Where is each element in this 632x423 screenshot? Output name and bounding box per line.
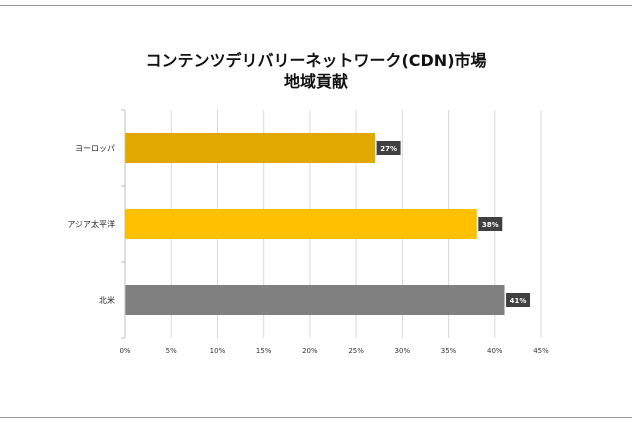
x-tick-label: 15% bbox=[256, 347, 272, 355]
x-tick-label: 5% bbox=[166, 347, 177, 355]
x-tick-label: 10% bbox=[210, 347, 226, 355]
data-label-box bbox=[376, 141, 401, 155]
x-tick-label: 20% bbox=[302, 347, 318, 355]
category-label: 北米 bbox=[99, 295, 115, 305]
chart-title-line-2: 地域貢献 bbox=[283, 72, 348, 91]
data-label: 41% bbox=[510, 297, 527, 305]
x-tick-label: 0% bbox=[119, 347, 130, 355]
category-label: アジア太平洋 bbox=[67, 219, 115, 229]
x-tick-label: 35% bbox=[441, 347, 457, 355]
data-label-box bbox=[506, 293, 531, 307]
bar bbox=[125, 285, 505, 315]
x-tick-label: 30% bbox=[395, 347, 411, 355]
x-tick-label: 45% bbox=[533, 347, 549, 355]
bar bbox=[125, 133, 376, 163]
chart-title-line-1: コンテンツデリバリーネットワーク(CDN)市場 bbox=[145, 51, 487, 70]
data-label: 38% bbox=[482, 221, 499, 229]
bar bbox=[125, 209, 477, 239]
data-label: 27% bbox=[380, 145, 397, 153]
top-divider bbox=[0, 5, 632, 6]
x-tick-label: 40% bbox=[487, 347, 503, 355]
x-tick-label: 25% bbox=[348, 347, 364, 355]
data-label-box bbox=[478, 217, 503, 231]
bottom-divider bbox=[0, 417, 632, 418]
category-label: ヨーロッパ bbox=[75, 144, 115, 153]
